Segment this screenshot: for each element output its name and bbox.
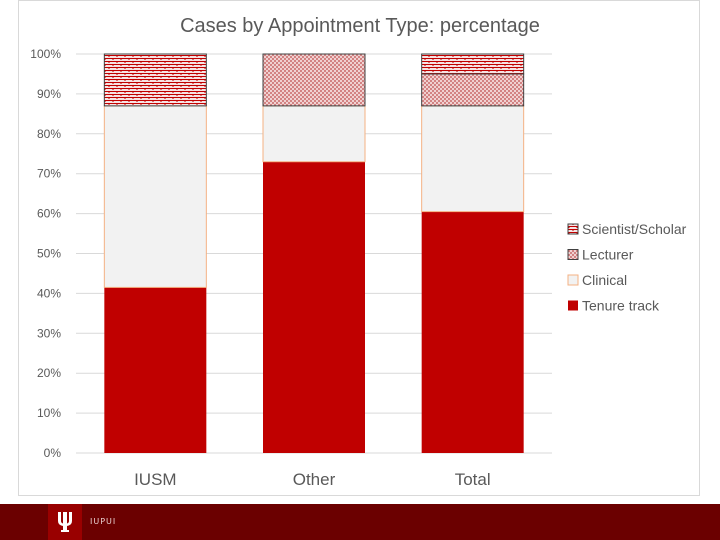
legend-label-lecturer: Lecturer <box>582 247 634 263</box>
bar-segment-tenure-iusm <box>104 287 207 453</box>
footer-bar: IUPUI <box>0 504 720 540</box>
chart-title: Cases by Appointment Type: percentage <box>180 15 540 37</box>
legend-swatch-tenure <box>568 300 578 311</box>
x-tick-label: IUSM <box>134 470 177 489</box>
bar-segment-clinical-other <box>262 105 366 163</box>
y-tick-label: 30% <box>37 326 61 340</box>
legend-label-scientist: Scientist/Scholar <box>582 221 687 237</box>
chart-svg: Cases by Appointment Type: percentage 0%… <box>30 15 687 489</box>
y-tick-label: 50% <box>37 247 61 261</box>
y-tick-label: 60% <box>37 207 61 221</box>
y-tick-label: 70% <box>37 167 61 181</box>
legend-swatch-scientist <box>567 223 579 235</box>
trident-icon <box>58 512 72 532</box>
bar-segment-scientist-iusm <box>103 53 207 107</box>
y-tick-label: 100% <box>30 47 61 61</box>
x-tick-label: Total <box>455 470 491 489</box>
chart-frame: Cases by Appointment Type: percentage 0%… <box>18 0 700 496</box>
legend-label-clinical: Clinical <box>582 272 627 288</box>
footer-label: IUPUI <box>90 517 117 526</box>
iu-trident-logo <box>48 504 82 540</box>
x-tick-label: Other <box>293 470 336 489</box>
y-tick-label: 0% <box>44 446 62 460</box>
bar-segment-clinical-iusm <box>103 105 207 288</box>
y-tick-label: 90% <box>37 87 61 101</box>
y-tick-label: 20% <box>37 366 61 380</box>
y-tick-label: 40% <box>37 286 61 300</box>
bar-segment-tenure-total <box>421 211 524 453</box>
bar-segment-tenure-other <box>263 161 365 454</box>
bar-segment-scientist-total <box>421 53 525 75</box>
bar-segment-lecturer-total <box>421 73 525 107</box>
legend-swatch-clinical <box>567 274 579 286</box>
legend-swatch-lecturer <box>567 249 579 260</box>
y-tick-label: 80% <box>37 127 61 141</box>
bar-segment-lecturer-other <box>262 53 366 107</box>
y-tick-label: 10% <box>37 406 61 420</box>
legend-label-tenure: Tenure track <box>582 298 660 314</box>
bar-segment-clinical-total <box>421 105 525 213</box>
